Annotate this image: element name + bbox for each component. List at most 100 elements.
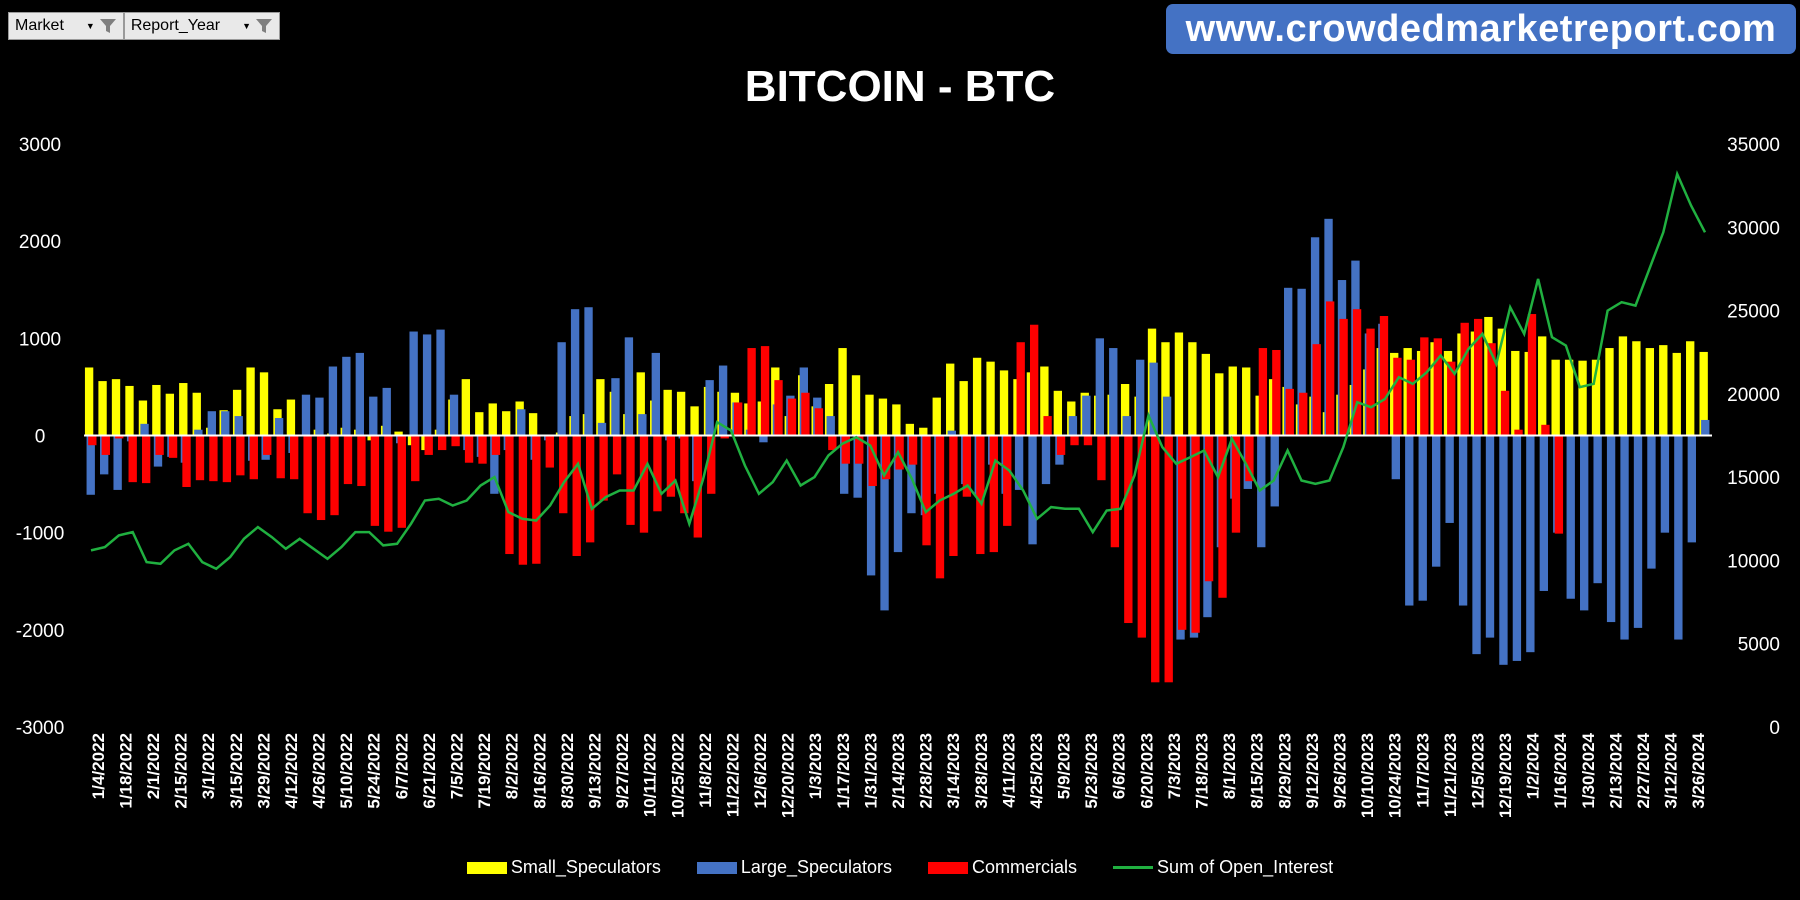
commercials-bar (760, 346, 770, 436)
commercials-bar (411, 435, 420, 482)
y-right-tick-label: 5000 (1738, 635, 1780, 656)
large-speculators-bar (1566, 435, 1575, 599)
small-speculators-bar (1645, 348, 1655, 436)
large-speculators-bar (517, 409, 526, 436)
large-speculators-bar (1526, 435, 1535, 653)
commercials-bar (989, 435, 998, 553)
commercials-bar (935, 435, 945, 579)
x-tick-label: 1/18/2022 (116, 733, 135, 809)
large-speculators-bar (624, 337, 634, 436)
commercials-bar (1164, 435, 1173, 683)
small-speculators-bar (676, 391, 686, 436)
commercials-bar (276, 435, 285, 479)
commercials-bar (922, 435, 931, 546)
commercials-bar (949, 435, 958, 556)
commercials-bar (1325, 301, 1335, 436)
small-speculators-bar (838, 348, 847, 436)
small-speculators-bar (1188, 342, 1197, 436)
commercials-bar (141, 435, 151, 484)
small-speculators-bar (1578, 360, 1587, 436)
report-year-filter-label: Report_Year (130, 17, 221, 34)
large-speculators-bar (1028, 435, 1037, 545)
commercials-bar (1056, 435, 1066, 455)
large-speculators-bar (651, 352, 660, 436)
large-speculators-bar (221, 411, 230, 436)
commercials-bar (1285, 388, 1294, 436)
y-left-tick-label: 2000 (19, 232, 61, 253)
small-speculators-bar (179, 383, 188, 436)
small-speculators-bar (690, 406, 699, 436)
commercials-bar (747, 348, 756, 436)
commercials-bar (855, 435, 864, 464)
commercials-bar (1447, 361, 1456, 436)
large-speculators-bar (1687, 435, 1696, 543)
chevron-down-icon: ▼ (85, 21, 95, 31)
large-speculators-bar (584, 307, 593, 436)
commercials-bar (289, 435, 299, 480)
large-speculators-bar (826, 416, 835, 436)
large-speculators-bar (1674, 435, 1683, 640)
commercials-bar (666, 435, 676, 497)
pivot-filter-bar: Market ▼ Report_Year ▼ (8, 12, 280, 40)
commercials-bar (115, 435, 124, 439)
small-speculators-bar (192, 392, 201, 436)
legend-label-commercials: Commercials (972, 857, 1078, 877)
y-left-tick-label: 3000 (19, 135, 61, 156)
small-speculators-bar (905, 423, 915, 436)
y-axis-left: 3000 2000 1000 0 -1000 -2000 -3000 (16, 135, 65, 739)
x-tick-label: 10/24/2023 (1386, 733, 1405, 818)
large-speculators-bar (611, 378, 620, 436)
commercials-bar (236, 435, 245, 476)
commercials-bar (693, 435, 702, 538)
commercials-bar (1352, 309, 1362, 436)
x-tick-label: 6/21/2022 (420, 733, 439, 809)
commercials-bar (1299, 392, 1308, 436)
y-right-tick-label: 35000 (1727, 135, 1780, 156)
commercials-bar (814, 408, 824, 436)
small-speculators-bar (502, 411, 511, 436)
commercials-bar (1204, 435, 1214, 582)
commercials-bar (585, 435, 595, 543)
commercials-bar (1554, 435, 1564, 534)
commercials-bar (1110, 435, 1120, 548)
large-speculators-bar (557, 342, 566, 436)
small-speculators-bar (286, 399, 296, 436)
y-left-tick-label: -1000 (16, 524, 65, 545)
large-speculators-bar (449, 394, 459, 436)
commercials-bar (437, 435, 447, 451)
large-speculators-bar (436, 329, 445, 436)
small-speculators-bar (892, 404, 901, 436)
small-speculators-bar (528, 413, 538, 436)
small-speculators-bar (111, 379, 121, 436)
market-filter-button[interactable]: Market ▼ (8, 12, 124, 40)
commercials-bar (545, 435, 554, 468)
commercials-bar (976, 435, 985, 555)
commercials-bar (841, 435, 850, 464)
commercials-bar (1339, 318, 1348, 436)
legend-label-large: Large_Speculators (740, 857, 893, 877)
large-speculators-bar (1270, 435, 1279, 507)
commercials-bar (1487, 343, 1496, 436)
brand-banner[interactable]: www.crowdedmarketreport.com (1166, 4, 1796, 54)
x-tick-label: 8/16/2022 (530, 733, 549, 809)
x-tick-label: 2/1/2022 (144, 733, 163, 799)
report-year-filter-button[interactable]: Report_Year ▼ (123, 12, 280, 40)
large-speculators-bar (705, 380, 714, 436)
small-speculators-bar (232, 389, 242, 436)
small-speculators-bar (1120, 384, 1130, 436)
y-right-tick-label: 10000 (1727, 551, 1780, 572)
large-speculators-bar (1485, 435, 1495, 638)
x-tick-label: 8/15/2023 (1248, 733, 1267, 809)
commercials-bar (182, 435, 191, 487)
x-tick-label: 1/3/2023 (806, 733, 825, 799)
large-speculators-bar (1041, 435, 1051, 485)
x-tick-label: 11/8/2022 (696, 733, 715, 808)
large-speculators-bar (840, 435, 849, 494)
commercials-bar (303, 435, 312, 514)
commercials-bar (680, 435, 689, 514)
large-speculators-bar (1499, 435, 1508, 665)
commercials-bar (491, 435, 501, 455)
x-tick-label: 5/24/2022 (365, 733, 384, 809)
large-speculators-bar (1580, 435, 1589, 611)
